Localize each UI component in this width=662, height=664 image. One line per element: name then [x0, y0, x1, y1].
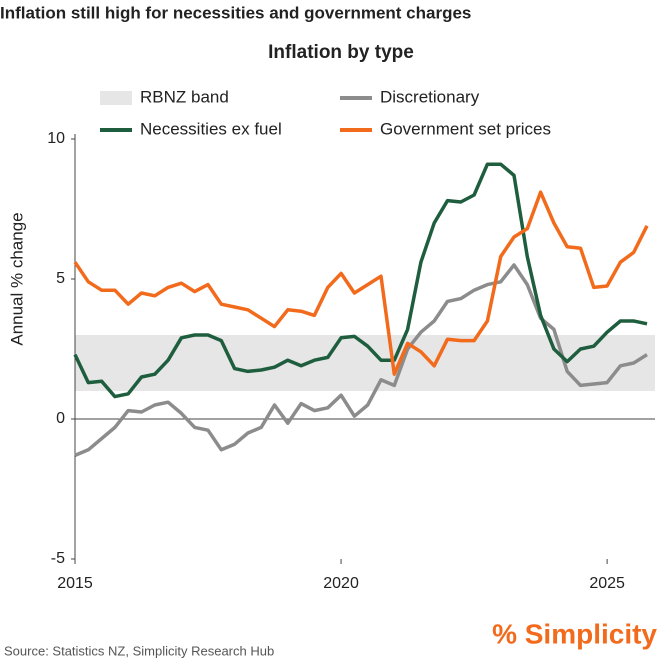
legend-swatch: [100, 91, 132, 105]
series-line: [73, 162, 648, 399]
x-tick-label: 2015: [57, 575, 93, 592]
chart-title: Inflation by type: [268, 42, 414, 63]
y-tick-label: 0: [56, 410, 65, 427]
y-axis-label: Annual % change: [7, 212, 26, 345]
series-line: [73, 190, 649, 376]
legend-label: Necessities ex fuel: [140, 119, 282, 138]
y-tick-label: 10: [47, 130, 65, 147]
logo: % Simplicity: [492, 618, 657, 649]
legend-label: Discretionary: [380, 87, 480, 106]
y-tick-label: 5: [56, 270, 65, 287]
y-tick-label: -5: [51, 550, 65, 567]
heading: Inflation still high for necessities and…: [0, 3, 471, 22]
legend-label: Government set prices: [380, 119, 551, 138]
legend-label: RBNZ band: [140, 87, 229, 106]
series-line: [74, 263, 648, 458]
x-tick-label: 2025: [589, 575, 625, 592]
x-tick-label: 2020: [323, 575, 359, 592]
source: Source: Statistics NZ, Simplicity Resear…: [4, 643, 274, 658]
